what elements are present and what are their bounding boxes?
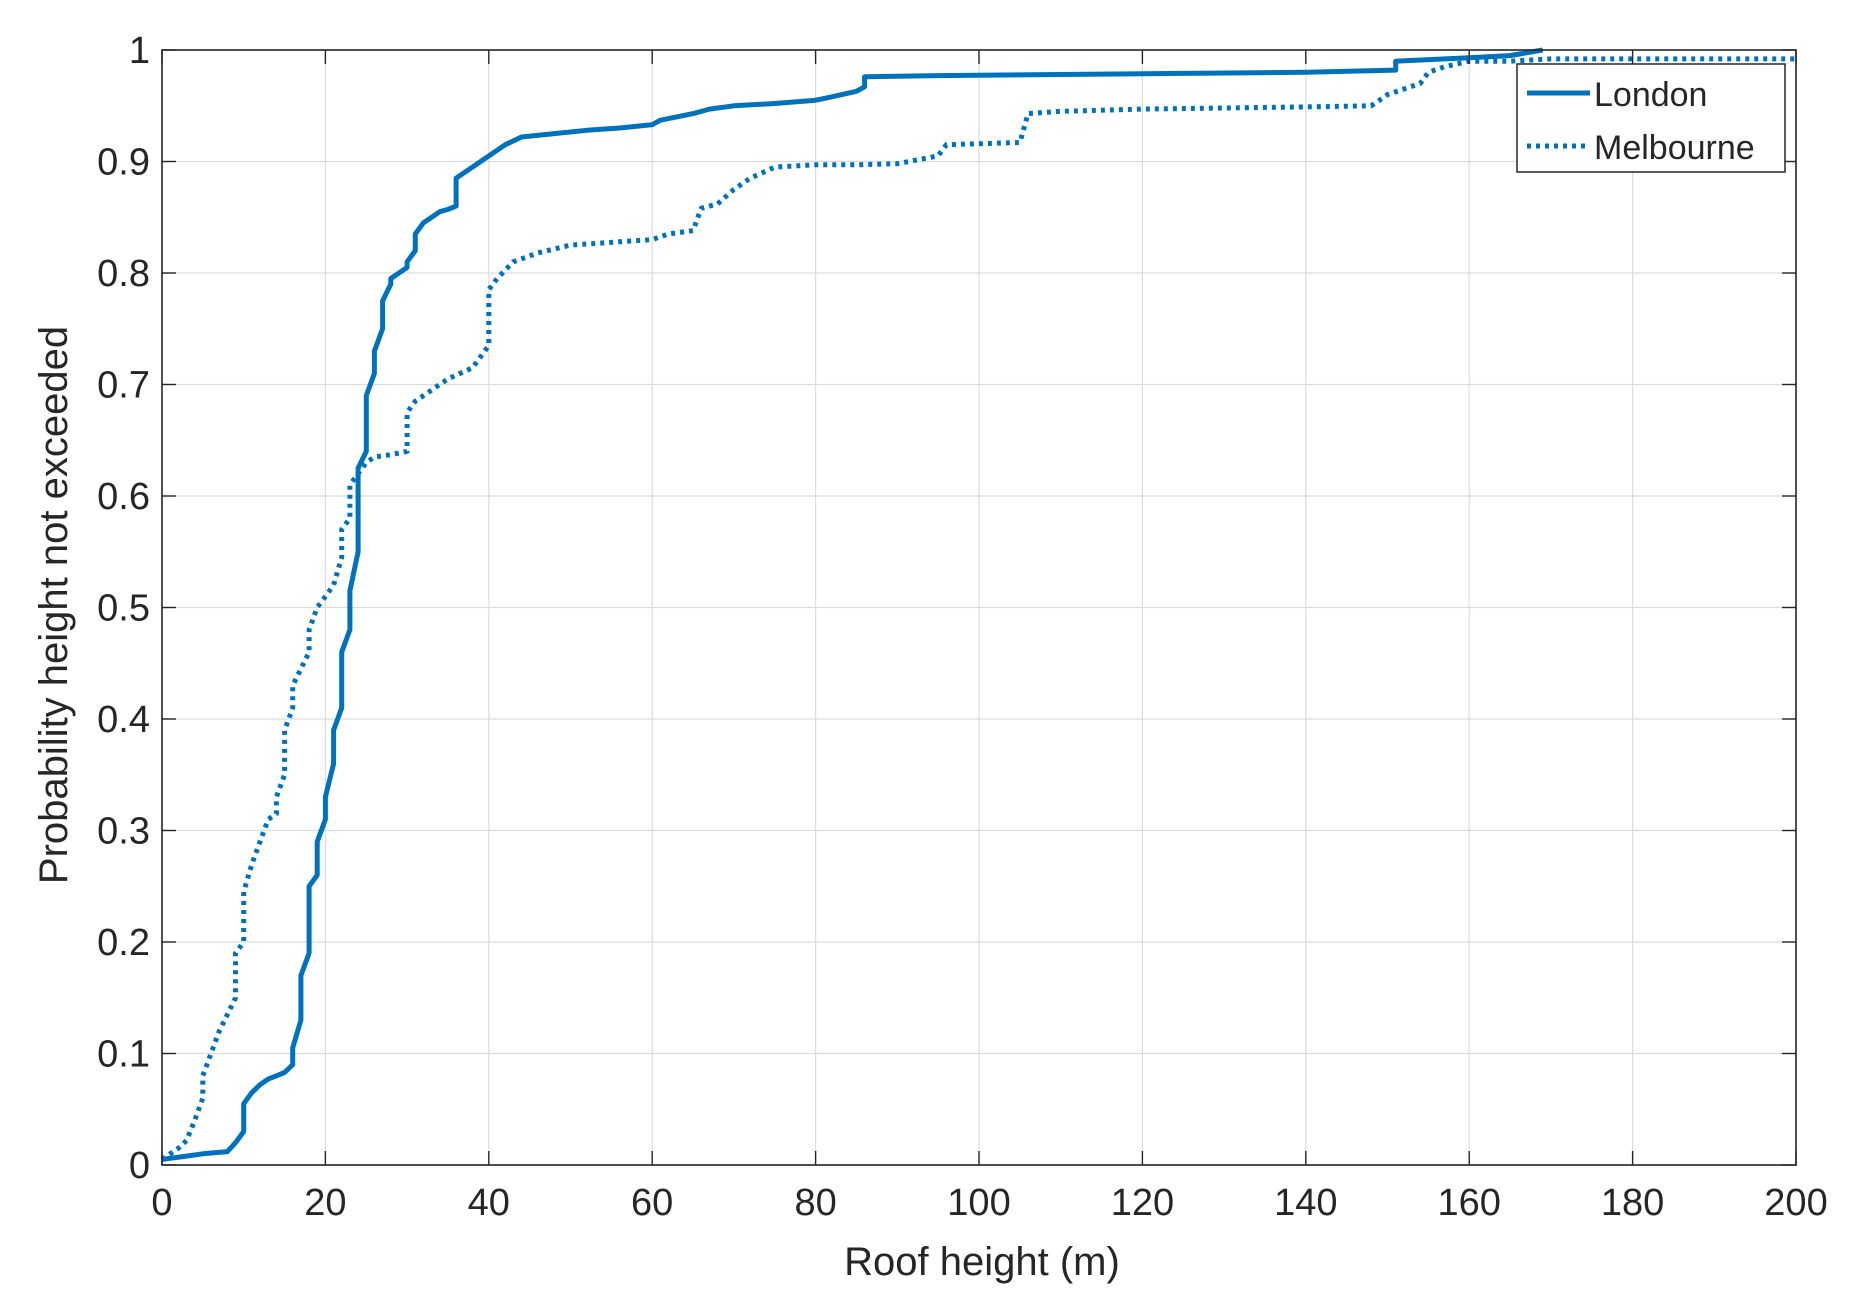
x-tick-labels: 0 20 40 60 80 100 120 140 160 180 200 bbox=[151, 1182, 1827, 1224]
series-lines bbox=[160, 47, 1796, 1162]
legend: London Melbourne bbox=[1516, 63, 1786, 173]
y-tick-label: 0.7 bbox=[97, 365, 150, 407]
x-tick-label: 140 bbox=[1274, 1182, 1337, 1224]
x-tick-label: 180 bbox=[1601, 1182, 1664, 1224]
axes bbox=[161, 49, 1797, 1166]
y-tick-label: 0.9 bbox=[97, 142, 150, 184]
y-axis-label: Probability height not exceeded bbox=[32, 326, 76, 884]
series-line-melbourne bbox=[160, 56, 1796, 1162]
y-tick-label: 0.8 bbox=[97, 253, 150, 295]
y-tick-label: 0.5 bbox=[97, 588, 150, 630]
x-tick-label: 60 bbox=[631, 1182, 673, 1224]
x-tick-label: 200 bbox=[1764, 1182, 1827, 1224]
x-tick-label: 40 bbox=[468, 1182, 510, 1224]
y-tick-label: 0 bbox=[129, 1145, 150, 1187]
y-tick-label: 0.1 bbox=[97, 1034, 150, 1076]
series-line-london bbox=[161, 47, 1544, 1162]
y-tick-label: 0.6 bbox=[97, 476, 150, 518]
legend-label-london: London bbox=[1594, 76, 1707, 114]
x-tick-label: 120 bbox=[1111, 1182, 1174, 1224]
y-tick-labels: 0 0.1 0.2 0.3 0.4 0.5 0.6 0.7 0.8 0.9 1 bbox=[97, 30, 150, 1187]
x-tick-label: 20 bbox=[304, 1182, 346, 1224]
legend-label-melbourne: Melbourne bbox=[1594, 129, 1755, 167]
x-tick-label: 80 bbox=[794, 1182, 836, 1224]
legend-box bbox=[1516, 63, 1786, 173]
x-axis-label: Roof height (m) bbox=[844, 1240, 1120, 1284]
x-tick-label: 160 bbox=[1437, 1182, 1500, 1224]
x-tick-label: 100 bbox=[947, 1182, 1010, 1224]
y-tick-label: 0.2 bbox=[97, 922, 150, 964]
y-tick-label: 0.3 bbox=[97, 811, 150, 853]
x-tick-label: 0 bbox=[151, 1182, 172, 1224]
y-tick-label: 0.4 bbox=[97, 699, 150, 741]
y-tick-label: 1 bbox=[129, 30, 150, 72]
